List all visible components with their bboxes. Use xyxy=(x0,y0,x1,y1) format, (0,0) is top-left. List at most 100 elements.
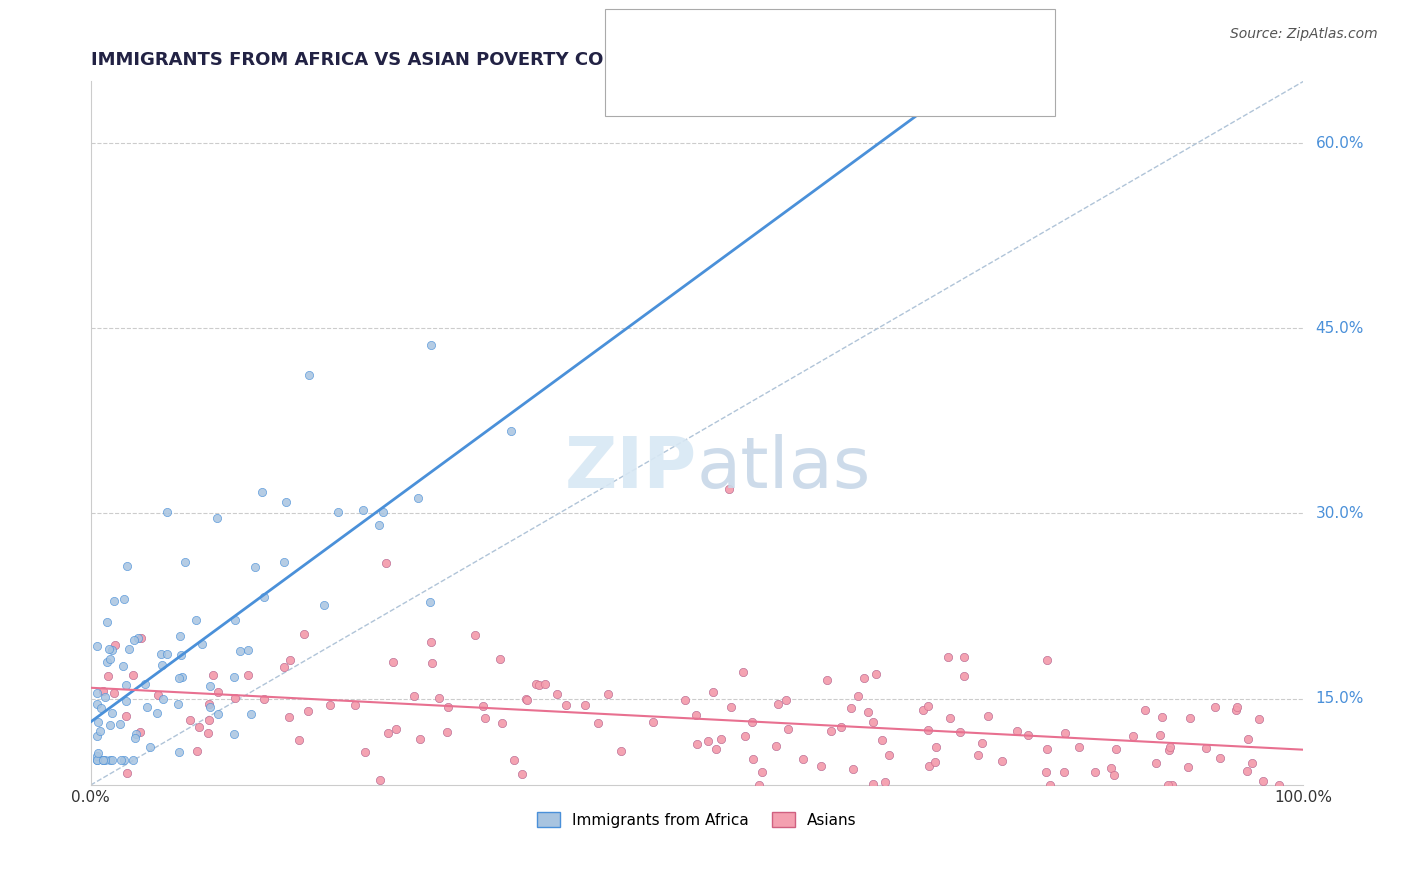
Point xyxy=(368,518,391,533)
Point xyxy=(167,745,190,759)
Point xyxy=(292,627,315,641)
Point xyxy=(1039,778,1062,792)
Point xyxy=(384,723,406,737)
Text: 45.0%: 45.0% xyxy=(1316,321,1364,335)
Point xyxy=(1099,760,1122,774)
Point xyxy=(368,772,391,787)
Point xyxy=(149,648,172,662)
Point xyxy=(925,740,948,755)
Point xyxy=(1152,710,1174,724)
Point xyxy=(384,723,406,737)
Point xyxy=(516,693,538,707)
Point xyxy=(1133,703,1156,717)
Point xyxy=(278,652,301,666)
Point xyxy=(918,758,941,772)
Point xyxy=(110,753,132,767)
Point xyxy=(1195,741,1218,756)
Point xyxy=(949,725,972,739)
Point xyxy=(207,684,229,698)
Point xyxy=(775,693,797,707)
Point xyxy=(97,642,120,657)
Point xyxy=(862,777,884,791)
Point xyxy=(1240,756,1263,770)
Point xyxy=(94,753,117,767)
Point xyxy=(343,698,366,713)
Point xyxy=(371,505,394,519)
Point xyxy=(939,711,962,725)
Point xyxy=(1195,741,1218,756)
Point xyxy=(1052,765,1074,780)
Point xyxy=(936,650,959,665)
Point xyxy=(1251,773,1274,788)
Point xyxy=(187,720,209,734)
Point xyxy=(524,676,547,690)
Point xyxy=(229,644,252,658)
Point xyxy=(103,686,125,700)
Point xyxy=(686,737,709,751)
Text: ZIP: ZIP xyxy=(565,434,697,503)
Point xyxy=(122,668,145,682)
Point xyxy=(409,732,432,747)
Point xyxy=(127,631,149,645)
Point xyxy=(1177,760,1199,774)
Point xyxy=(872,733,894,747)
Point xyxy=(1152,710,1174,724)
Point xyxy=(810,759,832,773)
Point xyxy=(197,714,219,728)
Point xyxy=(111,659,134,673)
Point xyxy=(420,635,443,649)
Point xyxy=(1035,764,1057,779)
Point xyxy=(238,668,260,682)
Point xyxy=(343,698,366,713)
Point xyxy=(852,672,875,686)
Point xyxy=(207,706,229,721)
Point xyxy=(1036,742,1059,756)
Text: R =  0.616   N =  82: R = 0.616 N = 82 xyxy=(672,33,827,47)
Point xyxy=(1177,760,1199,774)
Point xyxy=(186,744,208,758)
Point xyxy=(510,766,533,780)
Point xyxy=(86,686,108,700)
Text: 30.0%: 30.0% xyxy=(1316,506,1364,521)
Text: 15.0%: 15.0% xyxy=(1316,691,1364,706)
Point xyxy=(155,505,177,519)
Point xyxy=(1249,712,1271,726)
Point xyxy=(751,764,773,779)
Point xyxy=(319,698,342,713)
Point xyxy=(1122,730,1144,744)
Point xyxy=(97,669,120,683)
Point xyxy=(96,615,118,629)
Point xyxy=(1159,740,1181,755)
Point xyxy=(87,715,110,730)
Point xyxy=(253,691,276,706)
Point xyxy=(91,683,114,698)
Point xyxy=(250,485,273,500)
Point xyxy=(124,731,146,745)
Text: IMMIGRANTS FROM AFRICA VS ASIAN POVERTY CORRELATION CHART: IMMIGRANTS FROM AFRICA VS ASIAN POVERTY … xyxy=(90,51,790,69)
Point xyxy=(953,669,976,683)
Point xyxy=(527,678,550,692)
Point xyxy=(273,555,295,569)
Point xyxy=(1146,756,1168,770)
Point xyxy=(437,700,460,714)
Point xyxy=(112,753,135,767)
Point xyxy=(179,713,201,727)
Point xyxy=(377,726,399,740)
Point xyxy=(288,733,311,747)
Point xyxy=(1268,778,1291,792)
Point xyxy=(122,668,145,682)
Point xyxy=(86,639,108,653)
Point xyxy=(381,655,404,669)
Point xyxy=(277,710,299,724)
Point xyxy=(197,714,219,728)
Point xyxy=(118,641,141,656)
Point xyxy=(96,655,118,669)
Point xyxy=(114,709,136,723)
Point xyxy=(515,692,537,706)
Point xyxy=(278,652,301,666)
Point xyxy=(875,775,897,789)
Point xyxy=(534,677,557,691)
Point xyxy=(104,639,127,653)
Point xyxy=(368,772,391,787)
Point xyxy=(471,698,494,713)
